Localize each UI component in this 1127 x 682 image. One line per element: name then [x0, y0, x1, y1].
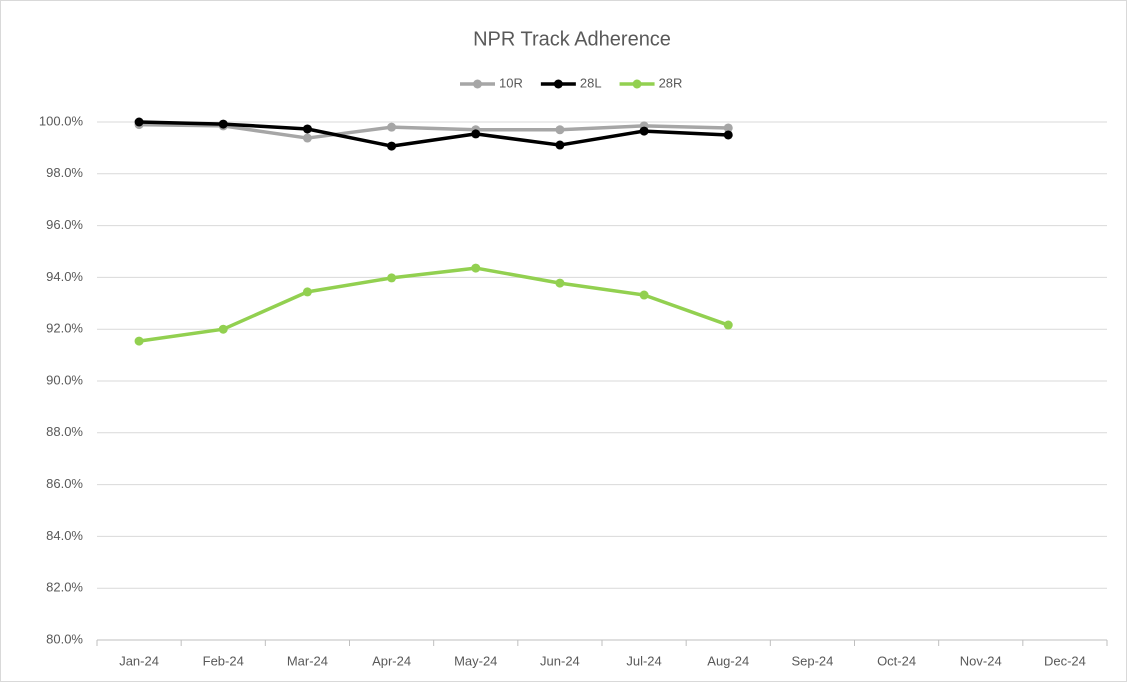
y-tick-label: 84.0% [46, 528, 83, 543]
x-tick-label: Apr-24 [372, 653, 411, 668]
y-tick-label: 86.0% [46, 476, 83, 491]
data-point [134, 117, 144, 127]
x-tick-label: Feb-24 [203, 653, 244, 668]
data-point [555, 140, 565, 150]
data-point [723, 123, 733, 133]
legend-label: 28R [659, 75, 683, 90]
y-tick-label: 80.0% [46, 631, 83, 646]
data-point [302, 287, 312, 297]
x-tick-label: Nov-24 [960, 653, 1002, 668]
y-tick-label: 90.0% [46, 372, 83, 387]
data-point [555, 278, 565, 288]
y-tick-label: 94.0% [46, 269, 83, 284]
x-tick-label: Jun-24 [540, 653, 580, 668]
data-point [387, 141, 397, 151]
data-point [639, 126, 649, 136]
data-point [471, 263, 481, 273]
data-point [218, 324, 228, 334]
data-point [387, 273, 397, 283]
legend-label: 10R [499, 75, 523, 90]
chart-title: NPR Track Adherence [473, 28, 671, 50]
data-point [723, 130, 733, 140]
x-tick-label: Jul-24 [626, 653, 661, 668]
data-point [723, 320, 733, 330]
legend-marker [553, 79, 563, 89]
x-tick-label: Sep-24 [791, 653, 833, 668]
data-point [387, 122, 397, 132]
y-tick-label: 98.0% [46, 165, 83, 180]
legend-marker [632, 79, 642, 89]
series-line [138, 266, 729, 343]
legend-marker [473, 79, 482, 89]
data-point [302, 133, 312, 143]
data-point [471, 129, 481, 139]
y-tick-label: 96.0% [46, 217, 83, 232]
x-tick-label: Mar-24 [287, 653, 328, 668]
data-point [639, 290, 649, 300]
x-tick-label: May-24 [454, 653, 497, 668]
data-point [555, 125, 565, 135]
series-line [139, 120, 729, 148]
y-tick-label: 88.0% [46, 424, 83, 439]
x-tick-label: Oct-24 [877, 653, 916, 668]
data-point [302, 124, 312, 134]
y-tick-label: 92.0% [46, 321, 83, 336]
x-tick-label: Jan-24 [119, 653, 159, 668]
data-point [134, 336, 144, 346]
x-tick-label: Aug-24 [707, 653, 749, 668]
y-tick-label: 82.0% [46, 580, 83, 595]
y-tick-label: 100.0% [39, 113, 84, 128]
legend-label: 28L [580, 75, 602, 90]
data-point [218, 119, 228, 129]
series-line [139, 122, 729, 140]
x-tick-label: Dec-24 [1044, 653, 1086, 668]
